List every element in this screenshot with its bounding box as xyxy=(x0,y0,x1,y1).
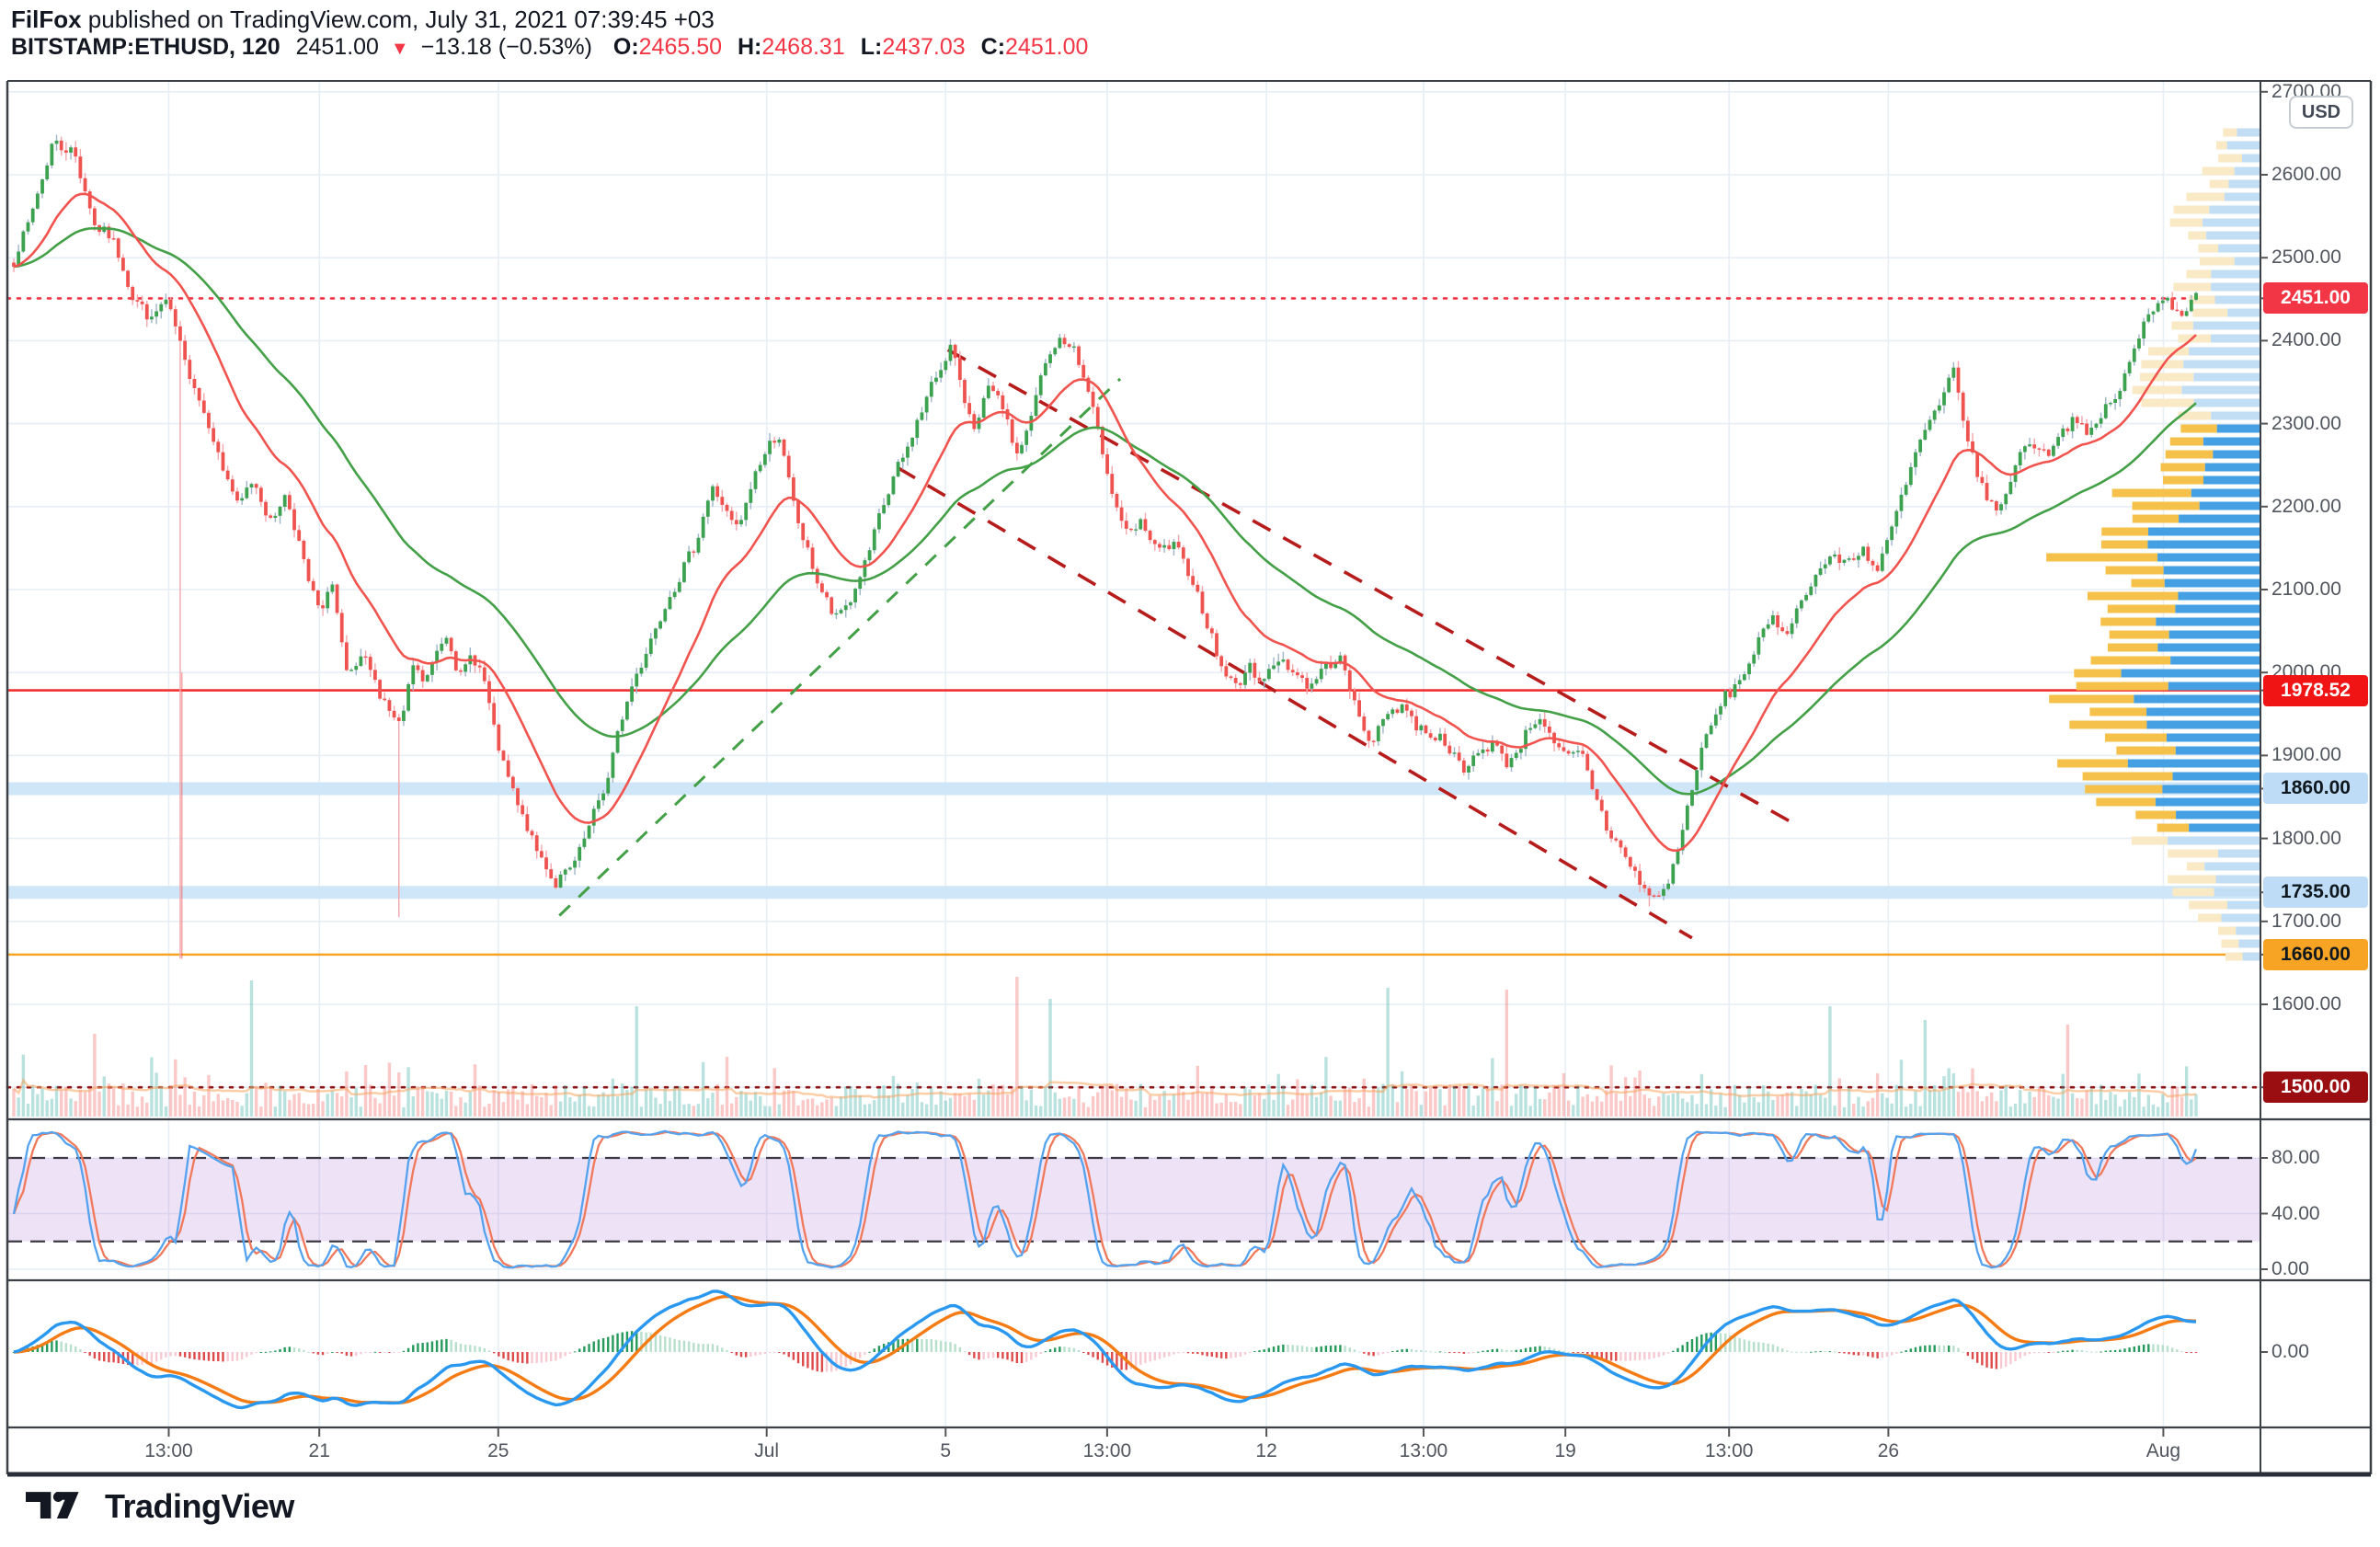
price-tick-label: 1900.00 xyxy=(2271,744,2341,766)
byline-text: published on TradingView.com, July 31, 2… xyxy=(81,6,715,33)
close-label: C: xyxy=(980,34,1006,60)
price-tick-label: 1800.00 xyxy=(2271,827,2341,849)
price-tick-label: 2500.00 xyxy=(2271,246,2341,269)
time-label: 5 xyxy=(940,1440,952,1461)
stoch-tick-label: 80.00 xyxy=(2271,1147,2320,1168)
close-value: 2451.00 xyxy=(1005,34,1089,60)
time-label: 26 xyxy=(1877,1440,1900,1461)
price-level-badge: 1660.00 xyxy=(2263,938,2368,970)
author-name: FilFox xyxy=(11,6,82,33)
price-tick-label: 2300.00 xyxy=(2271,412,2341,434)
price-level-badge: 1978.52 xyxy=(2263,674,2368,706)
price-tick-label: 2200.00 xyxy=(2271,495,2341,517)
tradingview-logo[interactable]: TradingView xyxy=(26,1486,294,1527)
price-down-triangle-icon: ▼ xyxy=(390,39,409,59)
high-label: H: xyxy=(737,34,762,60)
high-value: 2468.31 xyxy=(761,34,845,60)
symbol-legend: BITSTAMP:ETHUSD, 120 2451.00 ▼ −13.18 (−… xyxy=(11,34,1088,62)
price-tick-label: 2600.00 xyxy=(2271,164,2341,185)
macd-tick-label: 0.00 xyxy=(2271,1341,2309,1362)
logo-text: TradingView xyxy=(105,1487,294,1525)
time-label: 21 xyxy=(308,1440,330,1461)
tradingview-logo-icon xyxy=(26,1492,79,1518)
price-tick-label: 2100.00 xyxy=(2271,579,2341,600)
price-level-badge: 1500.00 xyxy=(2263,1071,2368,1104)
time-label: 13:00 xyxy=(144,1440,193,1461)
main-price-pane[interactable] xyxy=(7,81,2260,1119)
time-label: 13:00 xyxy=(1704,1440,1754,1461)
open-value: 2465.50 xyxy=(638,34,723,60)
currency-badge[interactable]: USD xyxy=(2289,96,2353,129)
low-value: 2437.03 xyxy=(882,34,966,60)
price-tick-label: 2400.00 xyxy=(2271,329,2341,351)
time-label: 25 xyxy=(487,1440,509,1461)
symbol-title: BITSTAMP:ETHUSD, 120 xyxy=(11,34,280,60)
time-label: 13:00 xyxy=(1399,1440,1448,1461)
price-level-badge: 1735.00 xyxy=(2263,877,2368,909)
price-level-badge: 1860.00 xyxy=(2263,773,2368,805)
stochastic-pane[interactable] xyxy=(7,1119,2260,1280)
price-axis[interactable] xyxy=(2260,81,2371,1474)
price-tick-label: 1600.00 xyxy=(2271,993,2341,1014)
price-tick-label: 1700.00 xyxy=(2271,910,2341,932)
time-label: 19 xyxy=(1554,1440,1576,1461)
stoch-tick-label: 40.00 xyxy=(2271,1202,2320,1224)
macd-pane[interactable] xyxy=(7,1280,2260,1427)
byline: FilFox published on TradingView.com, Jul… xyxy=(11,6,715,33)
low-label: L: xyxy=(860,34,883,60)
legend-last-price: 2451.00 xyxy=(295,34,379,60)
open-label: O: xyxy=(612,34,639,60)
time-label: Jul xyxy=(754,1440,780,1461)
time-label: 12 xyxy=(1255,1440,1277,1461)
time-label: 13:00 xyxy=(1082,1440,1132,1461)
time-axis[interactable] xyxy=(7,1427,2260,1474)
stoch-tick-label: 0.00 xyxy=(2271,1258,2309,1279)
time-label: Aug xyxy=(2145,1440,2181,1461)
price-level-badge: 2451.00 xyxy=(2263,282,2368,315)
legend-change: −13.18 (−0.53%) xyxy=(420,34,592,60)
